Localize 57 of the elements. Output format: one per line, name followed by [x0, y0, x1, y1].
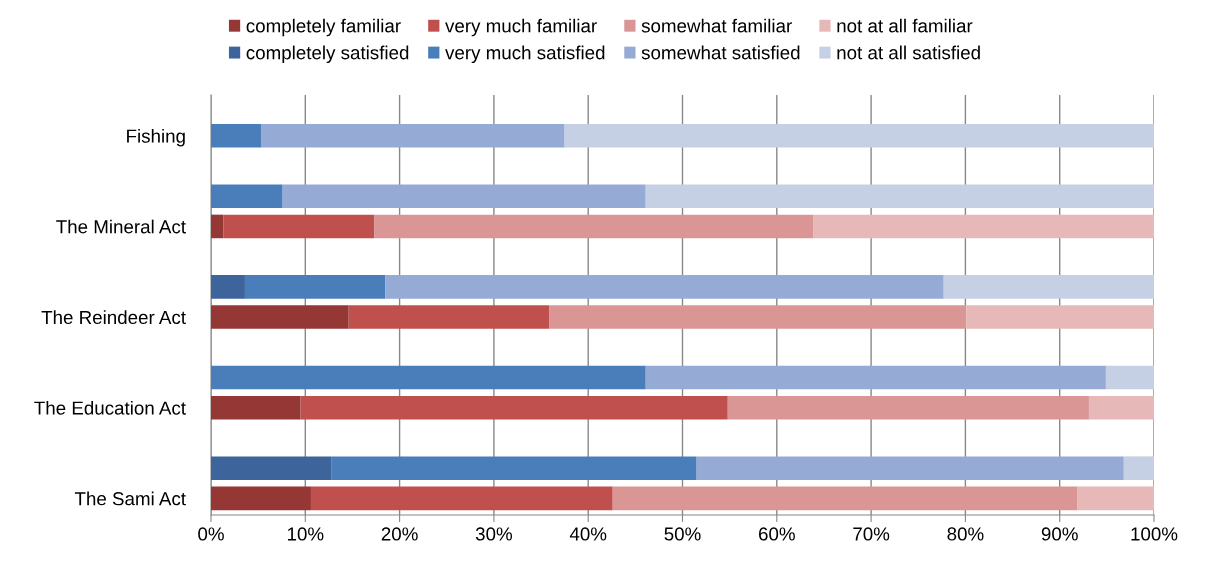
legend-label: not at all familiar [837, 18, 973, 33]
bar [348, 305, 550, 329]
bar [549, 305, 967, 329]
legend-label: not at all satisfied [837, 45, 980, 60]
x-tick-label: 90% [1041, 527, 1078, 541]
y-tick-label: The Sami Act [74, 491, 186, 506]
bar [211, 456, 332, 480]
bar [211, 486, 311, 511]
bar [211, 275, 245, 299]
bar [696, 456, 1124, 480]
x-tick-label: 60% [758, 527, 795, 541]
x-tick-label: 40% [569, 527, 607, 541]
bar [1105, 365, 1154, 390]
bar [385, 275, 944, 299]
bar [645, 184, 1154, 209]
y-tick-label: The Reindeer Act [41, 310, 186, 325]
bar [374, 214, 814, 239]
x-tick-label: 10% [287, 527, 324, 541]
bar [282, 184, 646, 209]
y-tick-label: The Mineral Act [56, 219, 186, 234]
bar [211, 214, 224, 239]
y-tick-label: The Education Act [34, 400, 186, 415]
bar [1088, 395, 1154, 420]
x-tick-label: 30% [475, 527, 512, 541]
bar [331, 456, 697, 480]
x-tick-label: 100% [1131, 527, 1178, 541]
bar [727, 395, 1089, 420]
legend-label: very much satisfied [445, 45, 605, 64]
legend-label: completely satisfied [246, 45, 409, 64]
bar [943, 275, 1154, 299]
bar [223, 214, 375, 239]
x-tick-label: 20% [381, 527, 418, 541]
bar [244, 275, 386, 299]
x-tick-label: 50% [664, 527, 701, 541]
legend-label: somewhat familiar [641, 18, 792, 33]
bar [211, 365, 646, 390]
x-tick-label: 80% [947, 527, 984, 541]
bar [1077, 486, 1154, 511]
bar [260, 124, 565, 148]
x-tick-label: 70% [853, 527, 890, 541]
bar [300, 395, 728, 420]
bar [1123, 456, 1154, 480]
bar [211, 184, 283, 209]
bar [966, 305, 1154, 329]
bar [211, 305, 349, 329]
bar [310, 486, 613, 511]
bar [564, 124, 1154, 148]
bar [645, 365, 1106, 390]
bar [813, 214, 1154, 239]
bar [211, 395, 301, 420]
legend-label: somewhat satisfied [641, 45, 800, 60]
legend-label: very much familiar [445, 18, 597, 37]
bar [211, 124, 261, 148]
x-tick-label: 0% [198, 527, 224, 541]
y-tick-label: Fishing [127, 129, 185, 147]
legend-label: completely familiar [246, 18, 401, 37]
bar [612, 486, 1078, 511]
